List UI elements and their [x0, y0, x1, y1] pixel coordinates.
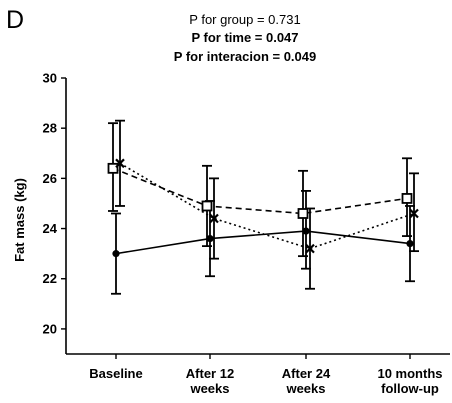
series-line	[119, 162, 415, 250]
y-tick-label: 26	[43, 171, 57, 186]
title-group: P for group = 0.731	[189, 12, 300, 27]
data-point	[112, 250, 120, 258]
y-tick-label: 28	[43, 121, 57, 136]
cross-stroke	[115, 158, 125, 169]
series-1	[111, 190, 415, 295]
data-point	[305, 243, 315, 254]
x-tick-label: Baseline	[89, 366, 142, 381]
x-tick-label: follow-up	[381, 381, 439, 396]
panel-label: D	[6, 6, 24, 34]
y-tick-label: 30	[43, 71, 57, 86]
title-interaction: P for interacion = 0.049	[174, 49, 316, 64]
plot-area	[107, 119, 419, 295]
cross-stroke	[209, 213, 219, 224]
data-point	[107, 162, 119, 174]
data-point	[209, 213, 219, 224]
x-tick-label: 10 months	[377, 366, 442, 381]
series-line	[112, 167, 408, 215]
data-point	[302, 227, 310, 235]
x-tick-label: weeks	[189, 381, 229, 396]
data-point	[401, 193, 413, 204]
data-point	[297, 208, 309, 219]
data-point	[201, 200, 213, 212]
series-2	[107, 122, 413, 258]
y-axis-label: Fat mass (kg)	[12, 178, 27, 262]
title-time: P for time = 0.047	[191, 30, 298, 45]
series-line	[115, 230, 411, 255]
data-point	[406, 240, 414, 248]
data-point	[206, 234, 214, 243]
y-tick-label: 20	[43, 321, 57, 336]
data-point	[115, 158, 125, 169]
x-tick-label: weeks	[285, 381, 325, 396]
y-tick-label: 22	[43, 271, 57, 286]
cross-stroke	[305, 243, 315, 254]
x-tick-label: After 12	[186, 366, 234, 381]
cross-stroke	[409, 208, 419, 219]
series-3	[115, 119, 419, 290]
data-point	[409, 208, 419, 219]
y-tick-label: 24	[43, 221, 58, 236]
x-tick-label: After 24	[282, 366, 331, 381]
